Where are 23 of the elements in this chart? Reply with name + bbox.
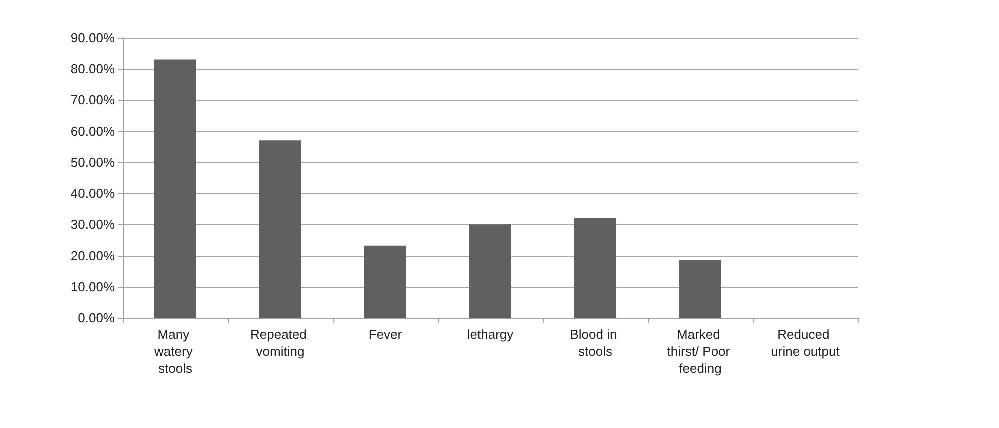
- x-tick-label: Marked thirst/ Poor feeding: [667, 327, 734, 376]
- x-tick-label: Many watery stools: [154, 327, 196, 376]
- y-tick-label: 90.00%: [70, 30, 116, 46]
- bar: [364, 246, 406, 318]
- y-tick-label: 20.00%: [70, 248, 116, 264]
- y-tick-label: 50.00%: [70, 154, 116, 170]
- y-tick-label: 10.00%: [70, 279, 116, 294]
- y-tick-label: 40.00%: [70, 186, 116, 202]
- y-tick-label: 80.00%: [70, 62, 116, 77]
- x-tick-label: Reduced urine output: [771, 327, 840, 359]
- y-tick-label: 60.00%: [70, 124, 116, 139]
- y-tick-label: 30.00%: [70, 217, 116, 232]
- y-tick-label: 0.00%: [78, 310, 116, 326]
- x-tick-label: Fever: [368, 327, 403, 342]
- x-tick-label: Repeated vomiting: [250, 327, 310, 359]
- x-tick-label: lethargy: [467, 327, 514, 342]
- bar: [154, 60, 196, 318]
- y-tick-label: 70.00%: [70, 92, 116, 108]
- bar: [574, 218, 616, 318]
- bar: [470, 224, 512, 318]
- bar: [260, 140, 302, 318]
- x-tick-label: Blood in stools: [570, 327, 621, 359]
- bar: [680, 260, 722, 318]
